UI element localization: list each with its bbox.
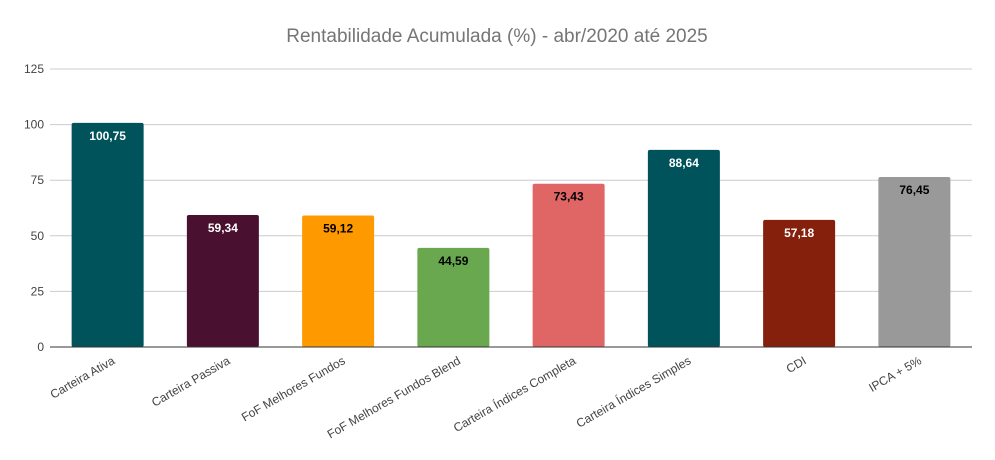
y-tick-label: 125 [24, 62, 44, 76]
x-axis-labels: Carteira Ativa Carteira Passiva FoF Melhor… [48, 352, 924, 441]
chart-title: Rentabilidade Acumulada (%) - abr/2020 a… [286, 26, 707, 47]
x-tick-label: Carteira Índices Completa [450, 352, 578, 435]
bar [763, 219, 836, 347]
data-label: 57,18 [784, 226, 814, 240]
data-label: 73,43 [554, 190, 584, 204]
y-axis-ticks: 0 25 50 75 100 125 [24, 62, 44, 354]
data-label: 44,59 [438, 254, 468, 268]
bar [417, 247, 490, 347]
x-tick-label: CDI [784, 353, 809, 375]
y-tick-label: 75 [31, 173, 45, 187]
bar [532, 183, 605, 347]
data-labels: 100,75 59,34 59,12 44,59 73,43 88,64 57,18 76,4… [89, 129, 929, 268]
y-tick-label: 0 [37, 340, 44, 354]
bar [71, 122, 144, 347]
bar [878, 176, 951, 347]
x-tick-label: Carteira Passiva [149, 353, 233, 409]
data-label: 88,64 [669, 156, 699, 170]
y-tick-label: 100 [24, 118, 44, 132]
bar [302, 215, 375, 347]
bar [647, 149, 720, 347]
x-tick-label: Carteira Ativa [48, 353, 118, 401]
x-tick-label: FoF Melhores Fundos [239, 353, 348, 424]
data-label: 59,12 [323, 222, 353, 236]
y-tick-label: 50 [31, 229, 45, 243]
x-tick-label: IPCA + 5% [866, 353, 924, 394]
data-label: 76,45 [899, 183, 929, 197]
bar [186, 215, 259, 347]
data-label: 100,75 [89, 129, 126, 143]
x-tick-label: Carteira Índices Simples [573, 353, 693, 431]
bars [71, 122, 951, 347]
y-tick-label: 25 [31, 284, 45, 298]
data-label: 59,34 [208, 221, 238, 235]
